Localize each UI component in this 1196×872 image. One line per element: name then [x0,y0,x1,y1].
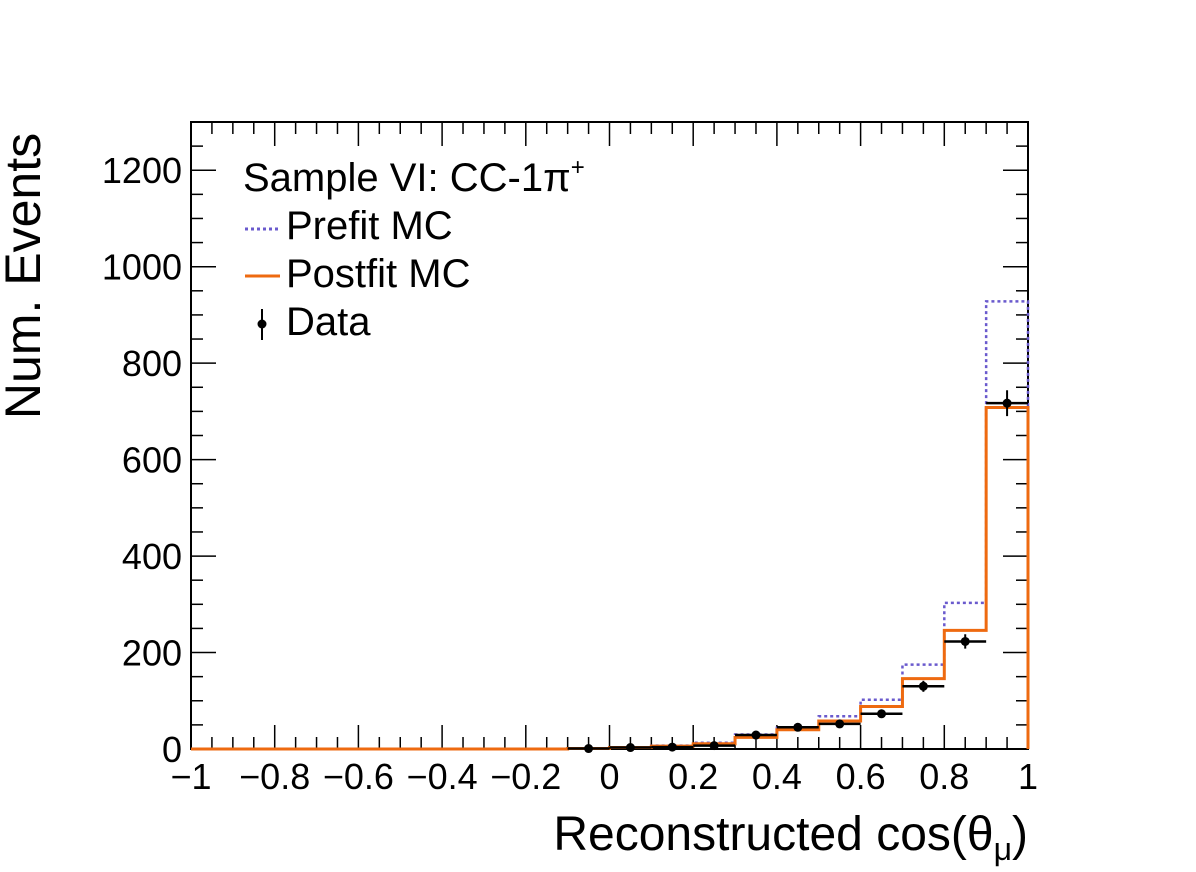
y-tick-label: 800 [122,343,182,384]
data-point [667,742,677,752]
x-tick-label: 0.4 [752,756,802,797]
y-tick-label: 0 [162,729,182,770]
y-tick-label: 400 [122,536,182,577]
legend-data-label: Data [286,300,371,344]
y-axis-label: Num. Events [0,133,51,419]
data-point [877,709,887,719]
x-tick-label: −1 [170,756,211,797]
data-point [918,681,928,691]
y-tick-label: 1200 [102,150,182,191]
data-point [625,743,635,753]
data-point [751,730,761,740]
x-tick-label: 1 [1018,756,1038,797]
x-tick-label: −0.8 [239,756,310,797]
data-point [709,741,719,751]
x-tick-label: 0.6 [836,756,886,797]
x-tick-label: 0 [599,756,619,797]
data-point [584,744,594,754]
data-point [793,722,803,732]
legend-postfit-label: Postfit MC [286,252,470,296]
data-point [835,719,845,729]
y-tick-labels: 0 200 400 600 800 1000 1200 [102,150,182,770]
x-tick-labels: −1 −0.8 −0.6 −0.4 −0.2 0 0.2 0.4 0.6 0.8 1 [170,756,1038,797]
x-tick-label: 0.2 [668,756,718,797]
data-point [960,636,970,646]
x-axis-label: Reconstructed cos(θμ) [553,808,1028,867]
x-tick-label: −0.2 [490,756,561,797]
x-tick-label: 0.8 [919,756,969,797]
legend-prefit-label: Prefit MC [286,204,453,248]
y-tick-label: 1000 [102,247,182,288]
postfit-mc-histogram [191,406,1030,751]
series-layer [191,300,1030,754]
legend-data-marker [257,319,267,329]
data-point [1002,398,1012,408]
x-tick-label: −0.4 [407,756,478,797]
legend-title: Sample VI: CC-1π+ [243,154,585,200]
y-tick-label: 600 [122,440,182,481]
y-tick-label: 200 [122,633,182,674]
legend: Sample VI: CC-1π+ Prefit MC Postfit MC D… [243,154,585,344]
x-tick-label: −0.6 [323,756,394,797]
